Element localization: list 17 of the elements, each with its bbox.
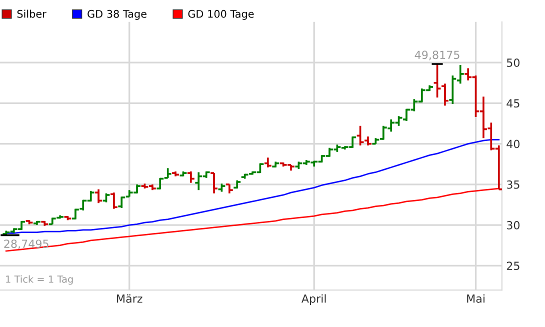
- y-tick-label: 40: [506, 140, 520, 148]
- legend-label: GD 100 Tage: [188, 10, 254, 20]
- x-tick-label: April: [301, 294, 326, 305]
- annotation: 28,7495: [4, 240, 48, 250]
- annotation: 49,8175: [414, 50, 460, 60]
- x-tick-label: März: [117, 294, 142, 303]
- line-series: [5, 139, 500, 234]
- legend-label: GD 38 Tage: [88, 10, 146, 20]
- y-tick-label: 50: [506, 58, 520, 67]
- y-tick-label: 35: [506, 180, 520, 189]
- y-tick-label: 30: [506, 221, 520, 230]
- y-tick-label: 45: [506, 99, 520, 108]
- legend-label: Silber: [17, 10, 46, 18]
- y-tick-label: 25: [506, 262, 520, 270]
- x-tick-label: Mai: [467, 294, 484, 303]
- annotation: 1 Tick = 1 Tag: [6, 275, 73, 285]
- line-series: [5, 188, 500, 252]
